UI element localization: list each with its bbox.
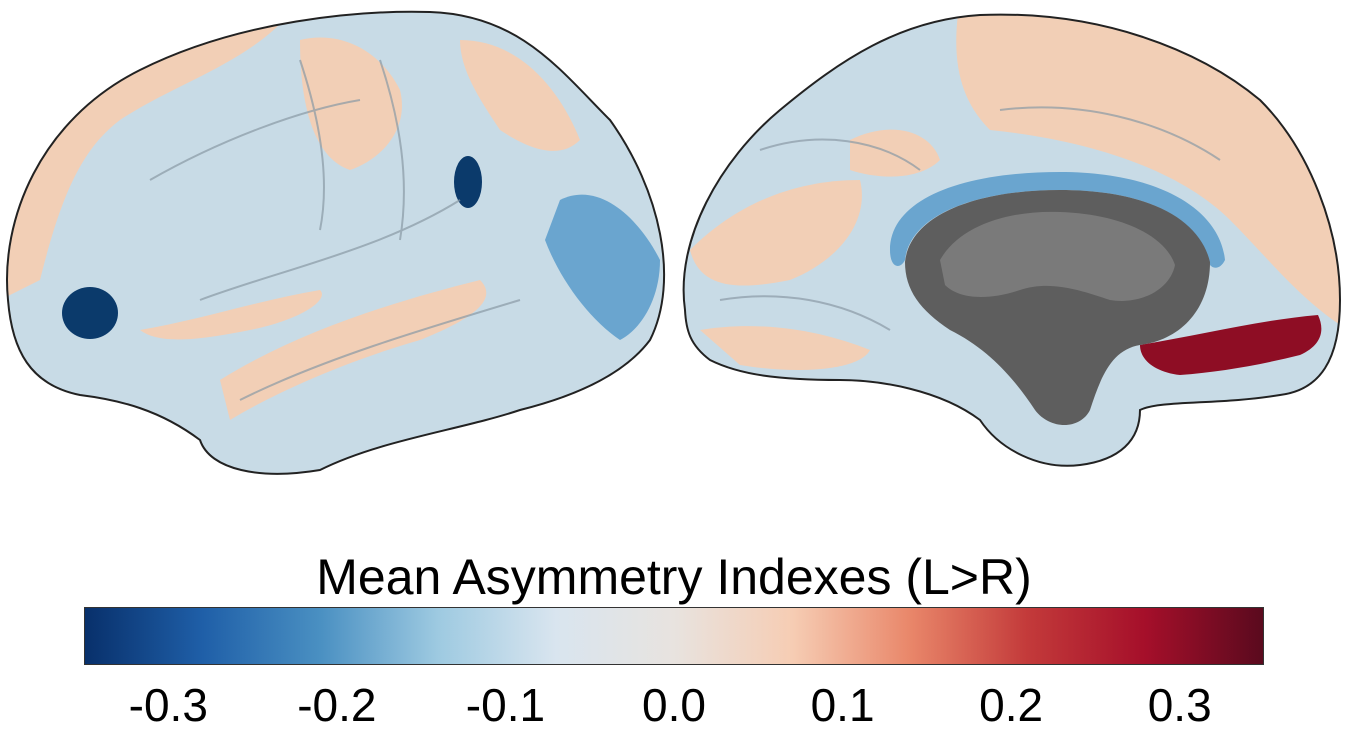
medial-positive-region — [690, 180, 862, 286]
corpus-callosum-band — [890, 172, 1225, 268]
medial-sulcus-line — [759, 138, 921, 171]
lateral-sulcus-line — [239, 299, 521, 401]
colorbar-tick-label: 0.2 — [979, 679, 1044, 731]
colorbar-tick-label: 0.1 — [810, 679, 875, 731]
medial-positive-strong-region — [1140, 315, 1322, 375]
lateral-positive-region — [220, 280, 487, 420]
lateral-sulcus-line — [149, 99, 361, 181]
medial-sulcus-line — [999, 106, 1221, 161]
medial-hemisphere — [682, 13, 1342, 467]
lateral-negative-spot — [454, 156, 482, 208]
colorbar-title: Mean Asymmetry Indexes (L>R) — [316, 549, 1032, 605]
lateral-outline — [6, 10, 666, 475]
lateral-negative-region — [545, 194, 660, 340]
colorbar-tick-label: -0.3 — [128, 679, 208, 731]
medial-sulcus-line — [719, 295, 891, 331]
lateral-negative-spot — [62, 287, 118, 339]
lateral-positive-region — [300, 37, 402, 170]
colorbar-tick-label: -0.2 — [297, 679, 377, 731]
medial-outline — [682, 13, 1342, 467]
lateral-positive-region — [460, 40, 580, 151]
colorbar-tick-label: 0.3 — [1147, 679, 1212, 731]
colorbar — [84, 607, 1264, 665]
lateral-sulcus-line — [199, 199, 461, 301]
medial-wall-inner — [940, 211, 1175, 301]
medial-positive-region — [850, 129, 940, 177]
lateral-sulcus-line — [299, 59, 325, 231]
medial-positive-region — [700, 326, 870, 370]
lateral-hemisphere — [6, 10, 666, 475]
colorbar-tick-label: -0.1 — [465, 679, 546, 731]
brain-surfaces — [6, 10, 1342, 475]
lateral-positive-region — [140, 290, 322, 340]
colorbar-tick-label: 0.0 — [642, 679, 706, 731]
lateral-sulcus-line — [379, 59, 405, 241]
